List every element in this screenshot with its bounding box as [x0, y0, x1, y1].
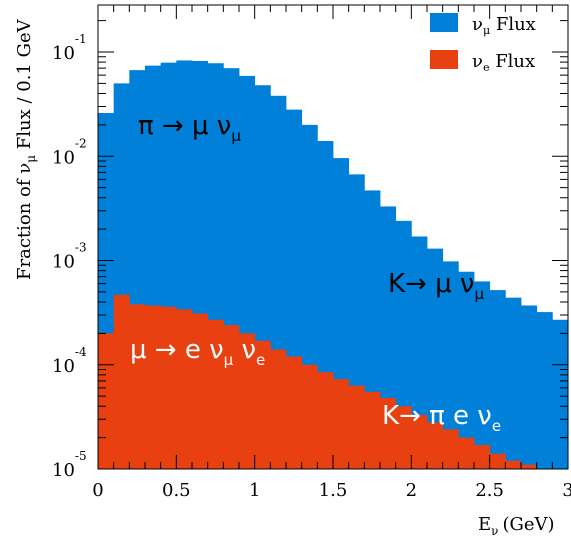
- nue-bar-bin-6: [192, 313, 209, 469]
- nue-bar-bin-15: [333, 379, 350, 469]
- nue-bar-bin-23: [458, 437, 475, 469]
- x-axis-ticks: [97, 5, 569, 469]
- numu-bar-bin-27: [521, 305, 538, 469]
- annotation-k-mu-nu: K→ μ νμ: [388, 269, 484, 303]
- nue-bar-bin-2: [129, 304, 146, 469]
- numu-bar-bin-20: [411, 236, 428, 469]
- nue-bar-bin-14: [317, 372, 334, 469]
- x-axis-label: Eν (GeV): [478, 514, 555, 538]
- x-axis-tick-labels: 0 0.5 1 1.5 2 2.5 3: [92, 480, 571, 501]
- nue-bar-bin-27: [521, 464, 538, 469]
- numu-bar-bin-29: [552, 319, 569, 469]
- y-axis-label-subscript: μ: [24, 155, 38, 163]
- nue-bar-bin-9: [239, 333, 256, 469]
- x-tick-label-6: 3: [562, 480, 571, 501]
- nue-bar-bin-17: [364, 391, 381, 469]
- nue-bar-bin-18: [380, 397, 397, 469]
- numu-bar-bin-25: [489, 290, 506, 469]
- nue-bar-bin-1: [113, 294, 130, 469]
- annotation-k-pi-e-nu: K→ π e νe: [382, 401, 501, 435]
- nue-bar-bin-20: [411, 414, 428, 469]
- x-tick-label-3: 1.5: [319, 480, 348, 501]
- legend: νμ Flux νe Flux: [430, 13, 536, 74]
- y-axis-label-prefix: Fraction of ν: [14, 163, 35, 280]
- annotation-pi-mu-nu: π → μ νμ: [138, 111, 241, 145]
- y-axis-tick-labels: 10-1 10-2 10-3 10-4 10-5: [52, 32, 87, 481]
- legend-label-numu: νμ Flux: [472, 14, 536, 37]
- nue-bar-bin-7: [207, 319, 224, 469]
- nue-bar-bin-25: [489, 453, 506, 469]
- nue-bar-bin-19: [395, 406, 412, 469]
- x-axis-label-main: E: [478, 514, 491, 535]
- nue-flux-bars: [98, 294, 538, 469]
- nue-bar-bin-12: [286, 356, 303, 469]
- y-tick-label-2: 10-3: [52, 241, 87, 273]
- y-tick-label-1: 10-2: [52, 136, 87, 168]
- numu-bar-bin-24: [474, 281, 491, 469]
- numu-bar-bin-28: [536, 312, 553, 469]
- numu-bar-bin-23: [458, 271, 475, 469]
- annotation-mu-e-nu-nu: μ → e νμ νe: [130, 335, 265, 369]
- legend-swatch-nue: [430, 50, 458, 69]
- nue-bar-bin-24: [474, 444, 491, 469]
- x-tick-label-5: 2.5: [475, 480, 504, 501]
- nue-bar-bin-22: [442, 429, 459, 469]
- y-axis-label: Fraction of νμ Flux / 0.1 GeV: [14, 18, 38, 280]
- nue-bar-bin-11: [270, 349, 287, 469]
- y-axis-ticks: [98, 20, 568, 470]
- legend-label-nue: νe Flux: [472, 51, 535, 74]
- x-tick-label-2: 1: [249, 480, 260, 501]
- nue-bar-bin-13: [301, 364, 318, 469]
- x-axis-label-unit: (GeV): [502, 514, 554, 535]
- y-tick-label-3: 10-4: [52, 345, 87, 377]
- nue-bar-bin-3: [145, 305, 162, 469]
- numu-bar-bin-21: [427, 248, 444, 469]
- nue-bar-bin-16: [348, 385, 365, 469]
- nue-bar-bin-0: [98, 333, 115, 469]
- x-tick-label-1: 0.5: [162, 480, 191, 501]
- x-tick-label-0: 0: [92, 480, 103, 501]
- legend-swatch-numu: [430, 13, 458, 32]
- x-axis-label-subscript: ν: [491, 524, 498, 538]
- nue-bar-bin-10: [254, 340, 271, 469]
- nue-bar-bin-5: [176, 309, 193, 469]
- y-axis-label-suffix: Flux / 0.1 GeV: [14, 18, 35, 155]
- y-tick-label-0: 10-1: [52, 32, 87, 64]
- numu-bar-bin-26: [505, 297, 522, 469]
- y-tick-label-4: 10-5: [52, 449, 87, 481]
- x-tick-label-4: 2: [406, 480, 417, 501]
- nue-bar-bin-4: [160, 306, 177, 469]
- nue-bar-bin-21: [427, 422, 444, 469]
- nue-bar-bin-26: [505, 460, 522, 469]
- nue-bar-bin-8: [223, 325, 240, 469]
- numu-bar-bin-22: [442, 261, 459, 469]
